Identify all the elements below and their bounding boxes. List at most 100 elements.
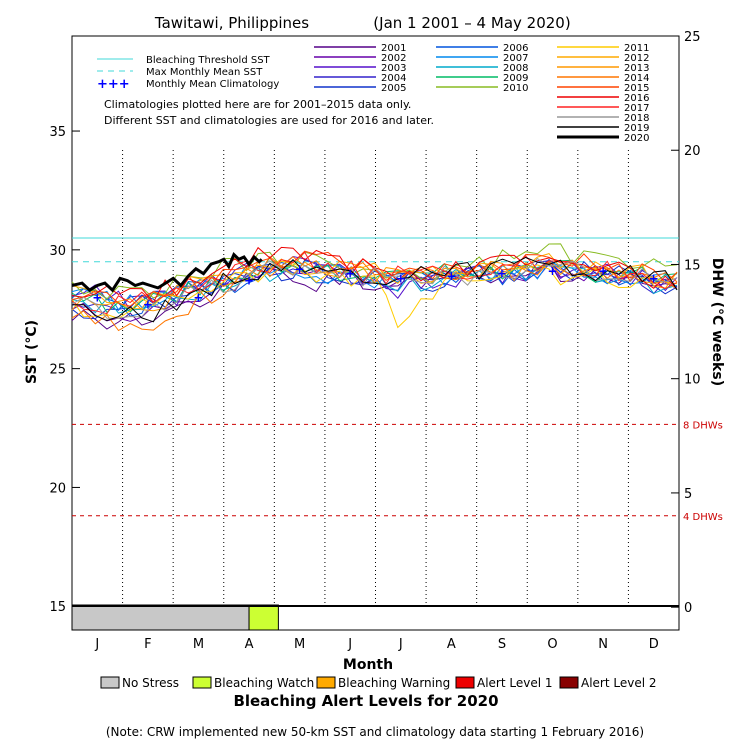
climatology-marker: + <box>598 264 608 278</box>
x-tick-label: J <box>94 637 99 652</box>
alert-legend-swatch <box>559 676 579 689</box>
climatology-marker: + <box>548 264 558 278</box>
alert-legend-label: No Stress <box>122 676 179 690</box>
alert-bar-segment <box>248 604 279 631</box>
year-legend-label: 2011 <box>624 43 649 54</box>
alert-legend-label: Alert Level 1 <box>477 676 553 690</box>
year-legend-label: 2019 <box>624 123 649 134</box>
year-legend-label: 2003 <box>381 63 406 74</box>
year-legend-label: 2013 <box>624 63 649 74</box>
climatology-marker: + <box>92 290 102 304</box>
year-legend-label: 2018 <box>624 113 649 124</box>
year-legend-label: 2012 <box>624 53 649 64</box>
year-legend-label: 2004 <box>381 73 406 84</box>
year-legend-label: 2017 <box>624 103 649 114</box>
y-right-tick-label: 15 <box>684 258 701 273</box>
y-right-tick-label: 10 <box>684 373 701 388</box>
alert-legend-swatch <box>316 676 336 689</box>
year-legend-label: 2016 <box>624 93 649 104</box>
y-axis-left-title: SST (°C) <box>24 320 40 384</box>
year-legend-label: 2005 <box>381 83 406 94</box>
x-tick-label: O <box>547 637 557 652</box>
climatology-marker: + <box>345 267 355 281</box>
axes: 15 20 25 30 35 0 5 10 15 20 25 J F M A M J J A S O N D <box>49 30 700 652</box>
year-legend-label: 2001 <box>381 43 406 54</box>
x-axis-title: Month <box>343 657 393 673</box>
y-left-tick-label: 15 <box>49 600 66 615</box>
series-line-2010 <box>71 243 678 300</box>
year-legend-label: 2010 <box>503 83 528 94</box>
climatology-marker: + <box>193 290 203 304</box>
footnote: (Note: CRW implemented new 50-km SST and… <box>106 725 644 739</box>
x-tick-label: D <box>649 637 659 652</box>
reference-legend-label: Max Monthly Mean SST <box>146 67 263 78</box>
reference-lines: 4 DHWs 8 DHWs <box>72 237 723 523</box>
series-line-2019 <box>71 256 678 323</box>
month-gridlines <box>122 150 629 605</box>
y-axis-right-title: DHW (°C weeks) <box>709 258 725 386</box>
chart-title: Tawitawi, Philippines <box>154 14 309 32</box>
series-line-2009 <box>71 256 678 314</box>
y-left-tick-label: 20 <box>49 481 66 496</box>
x-tick-label: M <box>193 637 204 652</box>
x-tick-label: J <box>398 637 403 652</box>
climatology-marker: + <box>396 271 406 285</box>
year-legend-label: 2014 <box>624 73 649 84</box>
year-legend-label: 2002 <box>381 53 406 64</box>
alert-legend-swatch <box>192 676 212 689</box>
y-left-tick-label: 25 <box>49 363 66 378</box>
y-left-tick-label: 35 <box>49 125 66 140</box>
year-legend-label: 2006 <box>503 43 528 54</box>
legend-swatch-plus: +++ <box>97 77 130 92</box>
reference-legend-label: Monthly Mean Climatology <box>146 79 279 90</box>
climatology-note-1: Climatologies plotted here are for 2001–… <box>104 98 411 111</box>
alert-bar-segment <box>71 604 250 631</box>
climatology-marker: + <box>497 267 507 281</box>
alert-bar <box>71 604 679 631</box>
x-tick-label: F <box>144 637 151 652</box>
alert-legend-swatch <box>100 676 120 689</box>
climatology-markers: + + + + + + + + + + + + <box>92 262 658 312</box>
climatology-marker: + <box>143 297 153 311</box>
series-line-2015 <box>71 250 678 307</box>
series-line-2007 <box>71 261 678 311</box>
alert-legend-swatch <box>455 676 475 689</box>
series-line-2018 <box>71 257 678 319</box>
year-legend-label: 2008 <box>503 63 528 74</box>
year-legend-label: 2015 <box>624 83 649 94</box>
alert-levels-title: Bleaching Alert Levels for 2020 <box>233 692 498 710</box>
series-line-2004 <box>71 260 678 311</box>
dhw-line-label: 8 DHWs <box>683 420 723 431</box>
climatology-note-2: Different SST and climatologies are used… <box>104 114 434 127</box>
x-tick-label: J <box>347 637 352 652</box>
climatology-marker: + <box>649 271 659 285</box>
y-right-tick-label: 25 <box>684 30 701 45</box>
x-tick-label: A <box>245 637 254 652</box>
climatology-marker: + <box>244 274 254 288</box>
year-legend-label: 2020 <box>624 133 649 144</box>
y-right-tick-label: 20 <box>684 144 701 159</box>
series-line-2014 <box>71 255 678 332</box>
year-legend-label: 2009 <box>503 73 528 84</box>
x-tick-label: M <box>294 637 305 652</box>
series-line-2001 <box>71 261 678 330</box>
alert-legend-label: Alert Level 2 <box>581 676 657 690</box>
climatology-marker: + <box>295 262 305 276</box>
year-legend-label: 2007 <box>503 53 528 64</box>
alert-legend-label: Bleaching Watch <box>214 676 314 690</box>
series-line-2020 <box>71 252 263 293</box>
reference-legend-label: Bleaching Threshold SST <box>146 55 271 66</box>
x-tick-label: S <box>498 637 506 652</box>
chart-date-range: (Jan 1 2001 – 4 May 2020) <box>373 14 570 32</box>
alert-legend-label: Bleaching Warning <box>338 676 450 690</box>
plot-frame <box>71 35 680 631</box>
y-right-tick-label: 5 <box>684 487 692 502</box>
y-left-tick-label: 30 <box>49 244 66 259</box>
dhw-line-label: 4 DHWs <box>683 512 723 523</box>
series-line-2017 <box>71 251 678 315</box>
y-right-tick-label: 0 <box>684 601 692 616</box>
climatology-marker: + <box>446 269 456 283</box>
